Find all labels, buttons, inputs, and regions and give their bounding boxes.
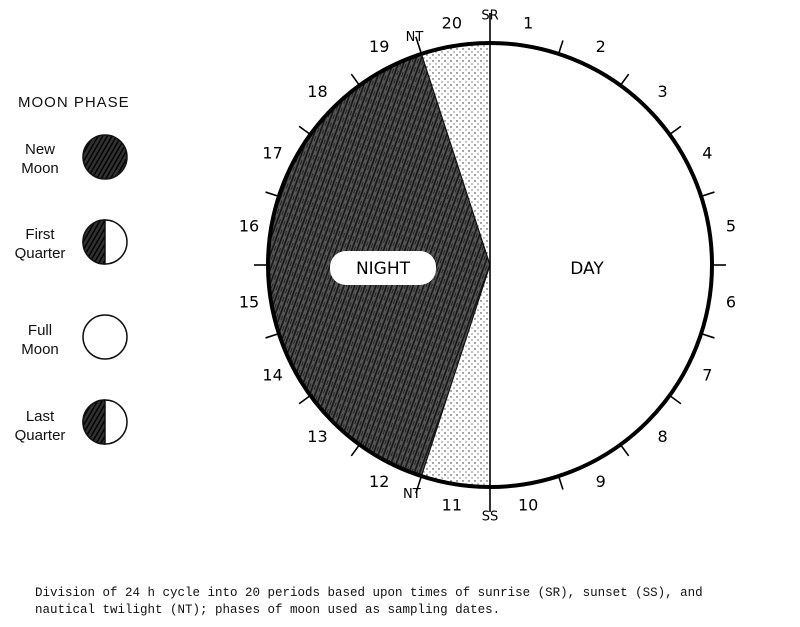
- night-label-background: [330, 251, 436, 285]
- new-moon-icon: [82, 134, 128, 180]
- sunset-label: SS: [482, 510, 499, 525]
- period-tick: [298, 125, 311, 136]
- moon-icons: [82, 134, 128, 445]
- period-tick: [415, 475, 423, 494]
- period-label-16: 16: [239, 216, 259, 235]
- period-label-3: 3: [657, 82, 667, 101]
- period-label-14: 14: [262, 365, 282, 384]
- period-tick: [265, 332, 280, 339]
- period-label-5: 5: [726, 216, 736, 235]
- last-quarter-icon: [82, 399, 128, 445]
- period-label-12: 12: [369, 472, 389, 491]
- period-label-13: 13: [307, 427, 327, 446]
- label-line: Moon: [21, 160, 59, 177]
- twilight-label-bottom: NT: [403, 487, 421, 502]
- period-label-18: 18: [307, 82, 327, 101]
- period-label-17: 17: [262, 144, 282, 163]
- first-quarter-icon: [82, 219, 128, 265]
- period-label-10: 10: [518, 495, 538, 514]
- period-tick: [557, 40, 564, 55]
- period-tick: [557, 475, 564, 490]
- label-line: New: [24, 141, 55, 158]
- period-tick: [265, 191, 280, 198]
- period-tick: [669, 394, 682, 405]
- sunrise-label: SR: [481, 9, 498, 24]
- period-label-15: 15: [239, 293, 259, 312]
- period-tick: [298, 394, 311, 405]
- period-label-11: 11: [442, 495, 462, 514]
- period-label-8: 8: [657, 427, 667, 446]
- period-label-4: 4: [702, 144, 712, 163]
- night-label: NIGHT: [356, 259, 411, 279]
- twilight-label-top: NT: [406, 30, 424, 45]
- caption: Division of 24 h cycle into 20 periods b…: [35, 585, 703, 619]
- period-tick: [415, 36, 423, 55]
- period-label-6: 6: [726, 293, 736, 312]
- period-label-2: 2: [596, 37, 606, 56]
- period-label-9: 9: [596, 472, 606, 491]
- period-label-19: 19: [369, 37, 389, 56]
- period-tick: [619, 444, 630, 457]
- period-tick: [700, 332, 715, 339]
- legend-label-first-quarter: First Quarter: [6, 225, 74, 263]
- caption-line-1: Division of 24 h cycle into 20 periods b…: [35, 586, 703, 600]
- label-line: Quarter: [14, 245, 66, 262]
- twilight-region-dusk: [421, 265, 490, 487]
- label-line: Quarter: [14, 427, 66, 444]
- day-label: DAY: [570, 259, 604, 279]
- label-line: Moon: [21, 341, 59, 358]
- legend-label-last-quarter: Last Quarter: [6, 407, 74, 445]
- period-tick: [700, 191, 715, 198]
- legend-title: MOON PHASE: [18, 94, 130, 111]
- period-tick: [619, 73, 630, 86]
- full-moon-icon: [82, 314, 128, 360]
- period-tick: [350, 444, 361, 457]
- label-line: Full: [27, 322, 53, 339]
- caption-line-2: nautical twilight (NT); phases of moon u…: [35, 603, 501, 617]
- period-label-20: 20: [442, 14, 462, 33]
- period-label-7: 7: [702, 365, 712, 384]
- twilight-region-dawn: [421, 43, 490, 265]
- label-line: Last: [25, 408, 55, 425]
- period-tick: [350, 73, 361, 86]
- legend-label-new-moon: New Moon: [10, 140, 70, 178]
- period-label-1: 1: [523, 14, 533, 33]
- label-line: First: [25, 226, 55, 243]
- legend-label-full-moon: Full Moon: [10, 321, 70, 359]
- period-tick: [669, 125, 682, 136]
